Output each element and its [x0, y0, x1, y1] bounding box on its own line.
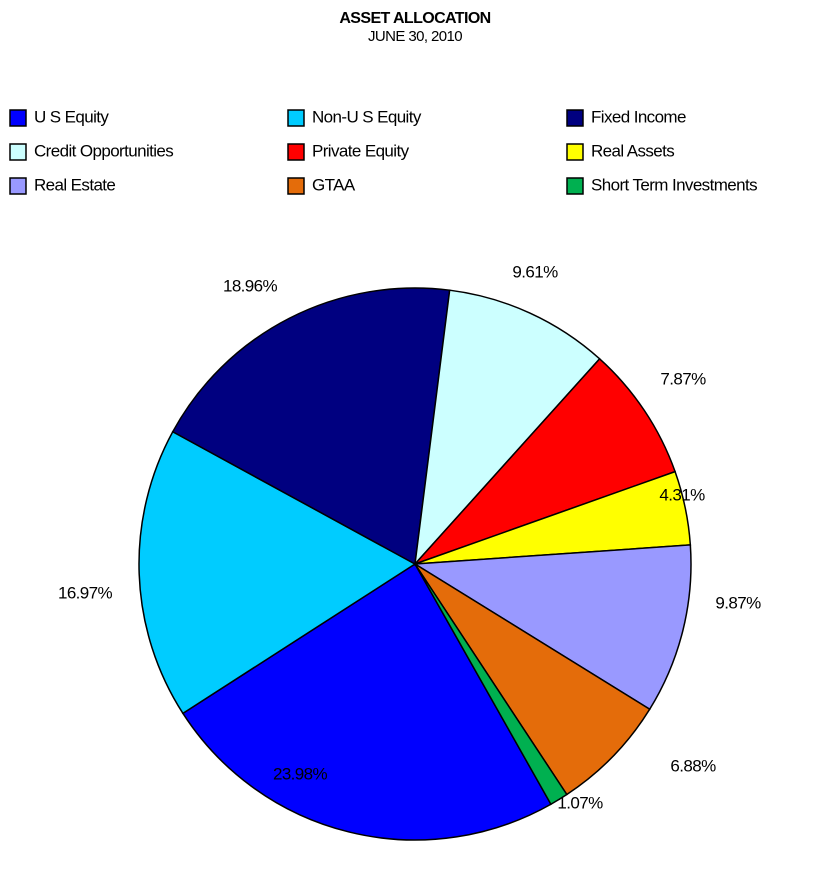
data-label: 6.88%: [670, 756, 716, 775]
legend-swatch: [287, 143, 305, 161]
pie-slice: [171, 287, 451, 566]
legend-swatch: [566, 143, 584, 161]
legend-label: U S Equity: [34, 107, 109, 126]
legend-label: Real Estate: [34, 175, 115, 194]
legend-label: GTAA: [312, 175, 356, 194]
legend-label: Short Term Investments: [591, 175, 757, 194]
pie-slice: [412, 544, 692, 711]
pie-slice: [413, 289, 601, 567]
legend-label: Real Assets: [591, 141, 674, 160]
legend-swatch: [9, 109, 27, 127]
pie-slice: [138, 430, 417, 715]
legend-label: Fixed Income: [591, 107, 686, 126]
data-label: 23.98%: [273, 764, 328, 783]
data-label: 9.87%: [715, 593, 761, 612]
data-label: 16.97%: [58, 583, 113, 602]
legend-swatch: [9, 177, 27, 195]
legend-swatch: [287, 177, 305, 195]
pie-slice: [414, 563, 568, 806]
legend-swatch: [566, 109, 584, 127]
pie-slice: [414, 563, 651, 796]
data-label: 1.07%: [557, 793, 603, 812]
data-label: 4.31%: [659, 485, 705, 504]
legend-swatch: [287, 109, 305, 127]
legend-swatch: [9, 143, 27, 161]
data-label: 18.96%: [223, 276, 278, 295]
legend-label: Private Equity: [312, 141, 410, 160]
legend-swatch: [566, 177, 584, 195]
chart-title: ASSET ALLOCATION: [339, 10, 490, 27]
pie-slice: [414, 357, 677, 565]
data-label: 7.87%: [660, 369, 706, 388]
pie-slice: [181, 562, 552, 841]
legend-label: Non-U S Equity: [312, 107, 422, 126]
legend-label: Credit Opportunities: [34, 141, 173, 160]
chart-subtitle: JUNE 30, 2010: [368, 28, 462, 45]
data-label: 9.61%: [512, 262, 558, 281]
